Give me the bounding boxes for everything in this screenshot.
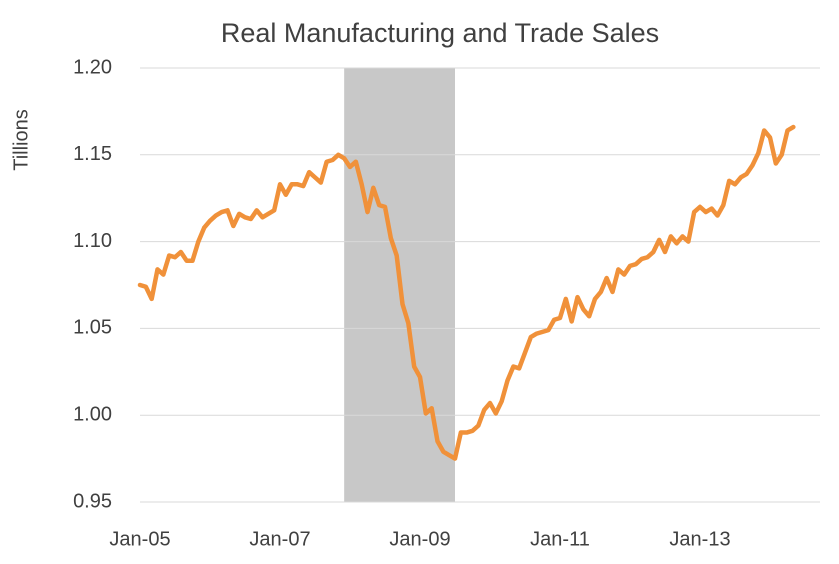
x-tick-label: Jan-11	[530, 528, 590, 550]
y-tick-label: 0.95	[73, 490, 112, 512]
y-tick-label: 1.00	[73, 403, 112, 425]
x-tick-label: Jan-13	[669, 528, 730, 550]
x-tick-label: Jan-09	[389, 528, 450, 550]
data-line	[137, 124, 796, 461]
y-tick-label: 1.10	[73, 230, 112, 252]
y-tick-label: 1.05	[73, 317, 112, 339]
y-tick-label: 1.20	[73, 56, 112, 78]
y-axis-label: Tillions	[10, 109, 32, 171]
x-tick-label: Jan-05	[109, 528, 170, 550]
x-tick-label: Jan-07	[249, 528, 310, 550]
chart-title: Real Manufacturing and Trade Sales	[221, 18, 659, 48]
y-tick-label: 1.15	[73, 143, 112, 165]
